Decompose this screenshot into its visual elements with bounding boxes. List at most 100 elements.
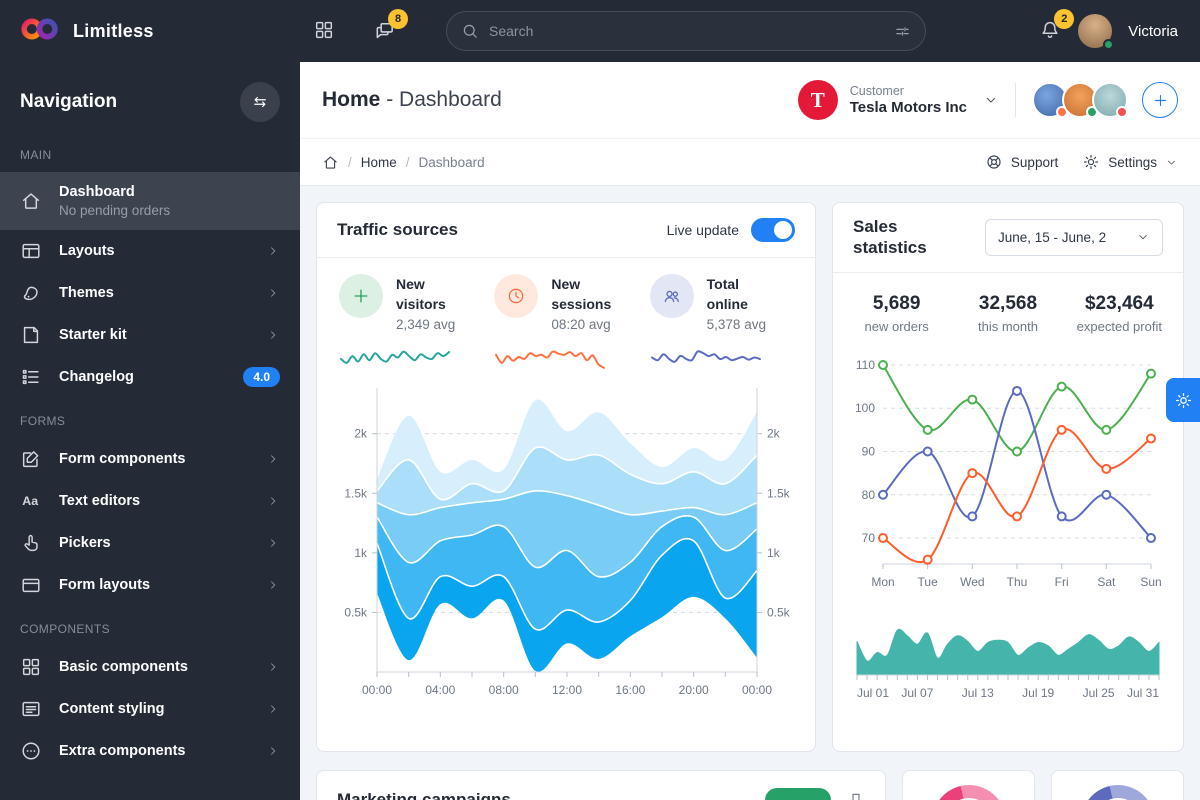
sparkline-chart [650, 349, 761, 363]
marketing-campaigns-card: Marketing campaigns [316, 770, 886, 800]
live-update-toggle[interactable] [751, 218, 795, 242]
sparkline-chart [495, 350, 606, 369]
sidebar-item-label: Form components [59, 451, 186, 467]
search-filter-icon[interactable] [894, 23, 911, 40]
svg-text:1.5k: 1.5k [344, 486, 368, 500]
svg-text:00:00: 00:00 [742, 683, 772, 697]
content-styling-icon [22, 701, 40, 717]
campaigns-status-badge[interactable] [765, 788, 831, 800]
basic-components-icon [22, 658, 40, 676]
svg-text:08:00: 08:00 [489, 683, 519, 697]
sidebar-item-pickers[interactable]: Pickers [0, 522, 300, 564]
bookmark-icon[interactable] [847, 791, 865, 800]
mini-stat-card-1 [902, 770, 1035, 800]
customer-label: Customer [849, 84, 904, 98]
sidebar-item-form-components[interactable]: Form components [0, 438, 300, 480]
online-status-dot [1103, 39, 1115, 50]
svg-text:Jul 19: Jul 19 [1022, 686, 1054, 700]
team-avatar-3[interactable] [1092, 82, 1128, 118]
svg-text:Aa: Aa [22, 494, 38, 508]
sales-stat: $23,464 expected profit [1076, 292, 1162, 334]
traffic-stat-sessions: New sessions 08:20 avg [488, 274, 643, 374]
theme-settings-button[interactable] [1166, 378, 1200, 422]
chevron-right-icon [271, 539, 276, 547]
sidebar-section-label: MAIN [20, 148, 52, 162]
chevron-right-icon [271, 455, 276, 463]
svg-text:Wed: Wed [960, 575, 984, 589]
support-button[interactable]: Support [985, 153, 1058, 171]
svg-text:Thu: Thu [1007, 575, 1028, 589]
notifications-button[interactable]: 2 [1038, 9, 1075, 43]
breadcrumb: / Home / Dashboard Support Settings [300, 138, 1200, 186]
lifebuoy-icon [987, 155, 1001, 169]
chevron-right-icon [271, 247, 276, 255]
page-title-main: Home [322, 88, 381, 111]
settings-menu[interactable]: Settings [1082, 153, 1178, 171]
main-area: Home - Dashboard T Customer Tesla Motors… [300, 62, 1200, 800]
user-name[interactable]: Victoria [1128, 22, 1178, 40]
sidebar-item-label: Text editors [59, 493, 141, 509]
home-icon[interactable] [322, 154, 339, 171]
customer-selector[interactable]: T Customer Tesla Motors Inc [797, 80, 999, 120]
breadcrumb-home[interactable]: Home [360, 154, 397, 170]
user-avatar[interactable] [1078, 14, 1115, 50]
svg-text:100: 100 [855, 401, 875, 415]
sidebar-item-dashboard[interactable]: Dashboard No pending orders [0, 172, 300, 230]
sidebar-item-label: Basic components [59, 659, 188, 675]
svg-text:Tue: Tue [918, 575, 939, 589]
svg-text:Jul 01: Jul 01 [857, 686, 889, 700]
sales-stats-row: 5,689 new orders 32,568 this month $23,464 ex… [833, 273, 1183, 338]
top-navbar: Limitless 8 2 Victoria [0, 0, 1200, 62]
breadcrumb-separator: / [348, 154, 352, 170]
svg-text:00:00: 00:00 [362, 683, 392, 697]
layouts-icon [22, 243, 40, 259]
messages-button[interactable]: 8 [372, 9, 408, 43]
version-badge: 4.0 [243, 367, 280, 387]
sales-card-title: Sales statistics [853, 217, 927, 258]
chevron-right-icon [271, 331, 276, 339]
svg-text:20:00: 20:00 [679, 683, 709, 697]
search-bar [446, 11, 926, 51]
traffic-stat-value: 08:20 avg [551, 316, 611, 332]
sales-monthly-area-chart: Jul 01 Jul 07 Jul 13 Jul 19 Jul 25 Jul 31 [833, 605, 1183, 712]
sidebar-item-label: Content styling [59, 701, 165, 717]
page-title: Home - Dashboard [322, 88, 502, 112]
page-title-sub: Dashboard [399, 88, 502, 111]
brand-name: Limitless [73, 20, 154, 41]
sidebar-section-label: FORMS [20, 414, 66, 428]
apps-grid-icon [315, 21, 333, 39]
date-range-select[interactable]: June, 15 - June, 2 [985, 218, 1163, 256]
traffic-card-title: Traffic sources [337, 220, 458, 240]
sidebar-item-changelog[interactable]: Changelog 4.0 [0, 356, 300, 398]
sidebar-item-content-styling[interactable]: Content styling [0, 688, 300, 730]
search-input[interactable] [489, 23, 884, 39]
support-label: Support [1010, 154, 1059, 170]
indigo-donut-chart [1080, 785, 1155, 800]
svg-text:1.5k: 1.5k [767, 486, 791, 500]
svg-text:90: 90 [862, 444, 876, 458]
sidebar-item-extra-components[interactable]: Extra components [0, 730, 300, 772]
themes-icon [23, 286, 38, 301]
plus-icon [354, 289, 368, 303]
svg-text:Jul 13: Jul 13 [962, 686, 994, 700]
traffic-stream-chart: 0.5k 0.5k 1k 1k 1.5k 1.5k 2k 2k 00:00 04:00 08:00 1… [317, 376, 815, 721]
sidebar-item-themes[interactable]: Themes [0, 272, 300, 314]
sidebar-item-layouts[interactable]: Layouts [0, 230, 300, 272]
date-range-value: June, 15 - June, 2 [998, 229, 1107, 245]
sidebar-item-starter-kit[interactable]: Starter kit [0, 314, 300, 356]
sales-stat: 5,689 new orders [864, 292, 929, 334]
starter-kit-icon [23, 326, 39, 344]
chat-icon [376, 23, 393, 39]
traffic-stat-value: 5,378 avg [706, 316, 766, 332]
apps-button[interactable] [312, 19, 336, 43]
sparkline-chart [340, 350, 450, 364]
sidebar-item-text-editors[interactable]: Aa Text editors [0, 480, 300, 522]
pickers-icon [24, 535, 38, 552]
sidebar-item-form-layouts[interactable]: Form layouts [0, 564, 300, 606]
sidebar-item-basic-components[interactable]: Basic components [0, 646, 300, 688]
dashboard-content: Traffic sources Live update New visitors 2… [300, 186, 1200, 800]
chevron-right-icon [271, 581, 276, 589]
traffic-stats-row: New visitors 2,349 avg New sessions 08:20 avg… [317, 258, 815, 376]
add-member-button[interactable] [1142, 82, 1178, 118]
sidebar-collapse-button[interactable] [240, 82, 280, 122]
